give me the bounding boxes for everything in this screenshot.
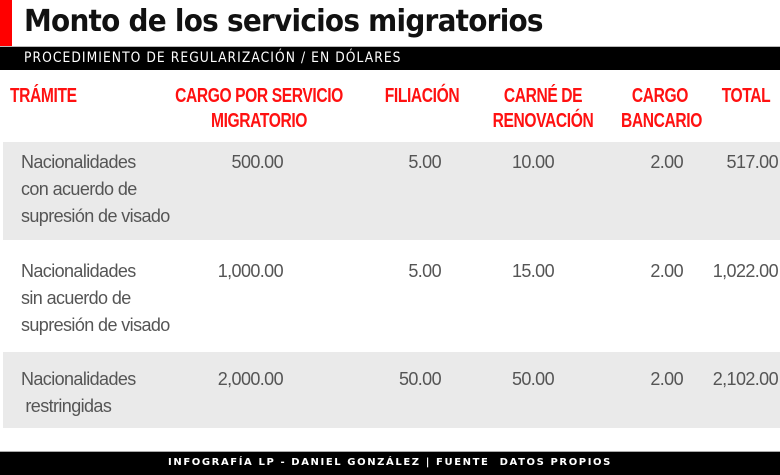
footer-credit: INFOGRAFÍA LP - DANIEL GONZÁLEZ | FUENTE… (168, 457, 612, 468)
carne-cell: 15.00 (511, 261, 555, 281)
column-header-carne: CARNÉ DE RENOVACIÓN (492, 84, 594, 134)
carne-cell: 50.00 (511, 369, 555, 389)
footer-bar: INFOGRAFÍA LP - DANIEL GONZÁLEZ | FUENTE… (0, 451, 780, 475)
filiacion-cell: 50.00 (398, 369, 442, 389)
text-line: supresión de visado (21, 206, 170, 226)
subtitle-bar: PROCEDIMIENTO DE REGULARIZACIÓN / EN DÓL… (0, 46, 780, 70)
text-line: restringidas (21, 396, 112, 416)
total-cell: 2,102.00 (712, 369, 779, 389)
text-line: supresión de visado (21, 315, 170, 335)
filiacion-cell: 5.00 (408, 152, 441, 172)
carne-cell: 10.00 (511, 152, 555, 172)
cargo-bancario-cell: 2.00 (650, 369, 683, 389)
header-line: CARGO POR SERVICIO (175, 85, 343, 107)
tramite-cell: Nacionalidades restringidas (21, 366, 136, 420)
header-line: CARNÉ DE (503, 85, 583, 107)
tramite-cell: Nacionalidades sin acuerdo de supresión … (21, 258, 170, 339)
header-line: BANCARIO (621, 110, 702, 132)
cargo-bancario-cell: 2.00 (650, 152, 683, 172)
cargo-servicio-cell: 2,000.00 (217, 369, 284, 389)
column-header-cargo-servicio: CARGO POR SERVICIO MIGRATORIO (169, 84, 348, 134)
title-area: Monto de los servicios migratorios (0, 0, 780, 46)
header-line: CARGO (631, 85, 689, 107)
header-line: TOTAL (721, 85, 771, 107)
text-line: Nacionalidades (21, 261, 136, 281)
header-line: TRÁMITE (10, 85, 77, 107)
table-row: Nacionalidades con acuerdo de supresión … (3, 142, 780, 240)
total-cell: 1,022.00 (712, 261, 779, 281)
table-row: Nacionalidades restringidas 2,000.00 50.… (3, 352, 780, 428)
header-line: FILIACIÓN (384, 85, 460, 107)
header-line: RENOVACIÓN (492, 110, 594, 132)
page-title: Monto de los servicios migratorios (24, 4, 544, 39)
table-row: Nacionalidades sin acuerdo de supresión … (3, 240, 780, 352)
text-line: con acuerdo de (21, 179, 137, 199)
cargo-bancario-cell: 2.00 (650, 261, 683, 281)
total-cell: 517.00 (726, 152, 779, 172)
cargo-servicio-cell: 500.00 (231, 152, 284, 172)
cargo-servicio-cell: 1,000.00 (217, 261, 284, 281)
subtitle: PROCEDIMIENTO DE REGULARIZACIÓN / EN DÓL… (24, 50, 402, 66)
column-header-tramite: TRÁMITE (10, 84, 77, 109)
text-line: sin acuerdo de (21, 288, 131, 308)
text-line: Nacionalidades (21, 369, 136, 389)
accent-bar (0, 0, 12, 46)
tramite-cell: Nacionalidades con acuerdo de supresión … (21, 149, 170, 230)
filiacion-cell: 5.00 (408, 261, 441, 281)
column-header-filiacion: FILIACIÓN (375, 84, 469, 109)
column-header-cargo-bancario: CARGO BANCARIO (621, 84, 702, 134)
header-line: MIGRATORIO (210, 110, 308, 132)
text-line: Nacionalidades (21, 152, 136, 172)
column-header-total: TOTAL (715, 84, 777, 109)
